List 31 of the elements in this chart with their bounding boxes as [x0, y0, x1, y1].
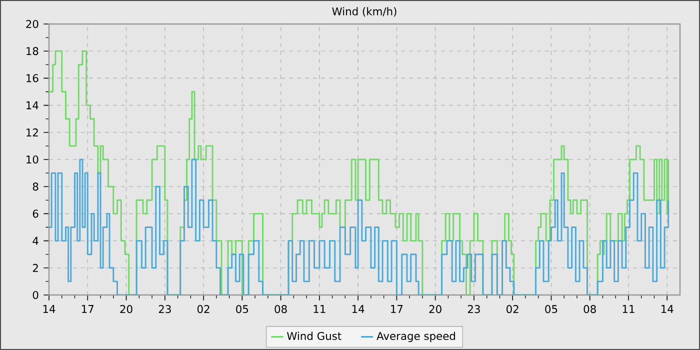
x-tick-label: 23: [158, 305, 171, 314]
legend-label: Wind Gust: [287, 332, 342, 340]
x-tick-label: 14: [43, 305, 56, 313]
y-tick-label: 0: [32, 290, 38, 300]
y-tick-label: 18: [26, 47, 38, 56]
y-tick-label: 20: [26, 20, 38, 28]
x-tick-label: 08: [274, 305, 287, 314]
chart-title: Wind (km/h): [332, 7, 396, 17]
x-tick-label: 23: [468, 305, 480, 314]
x-tick-label: 02: [506, 305, 518, 314]
y-tick-label: 14: [26, 101, 38, 110]
x-tick-label: 05: [236, 305, 248, 314]
y-tick-label: 10: [26, 155, 38, 164]
x-tick-label: 11: [314, 305, 326, 313]
y-tick-label: 4: [32, 236, 38, 245]
x-tick-label: 05: [545, 305, 558, 314]
x-tick-label: 02: [197, 305, 210, 314]
y-tick-label: 2: [32, 264, 38, 272]
x-tick-label: 14: [662, 305, 674, 313]
x-tick-label: 17: [391, 305, 403, 313]
x-tick-label: 08: [584, 305, 596, 314]
legend-label: Average speed: [376, 332, 455, 342]
x-tick-label: 20: [429, 305, 442, 314]
y-tick-label: 6: [32, 210, 38, 218]
y-tick-label: 12: [26, 128, 38, 136]
x-tick-label: 20: [120, 305, 132, 314]
y-tick-label: 8: [32, 182, 38, 191]
x-tick-label: 14: [352, 305, 364, 313]
x-tick-label: 17: [82, 305, 94, 313]
y-tick-label: 16: [26, 74, 38, 82]
x-tick-label: 11: [622, 305, 634, 313]
